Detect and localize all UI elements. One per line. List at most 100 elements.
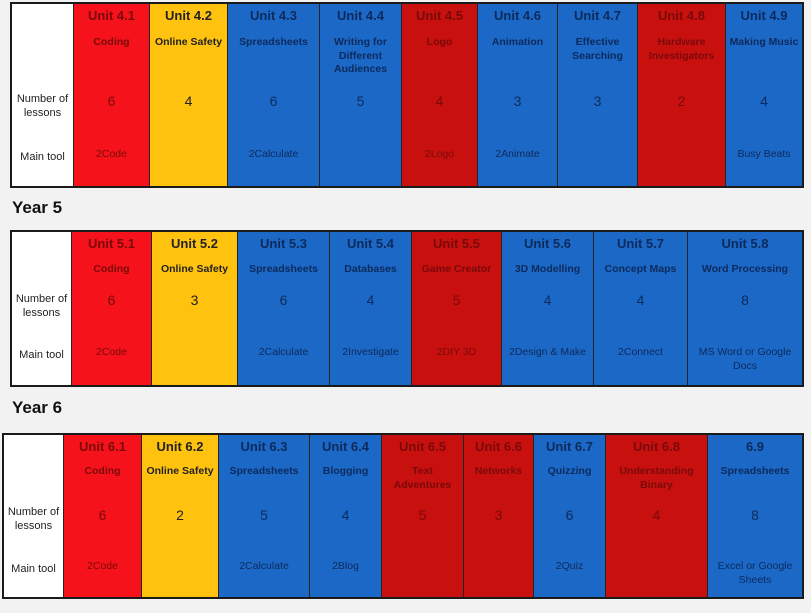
unit-number: Unit 4.9: [740, 8, 788, 23]
unit-column: Unit 4.6 Animation 3 2Animate: [478, 4, 558, 186]
unit-name: Networks: [474, 465, 523, 477]
unit-column: Unit 5.5 Game Creator 5 2DIY 3D: [412, 232, 502, 385]
unit-number: Unit 4.3: [250, 8, 297, 23]
unit-column: Unit 5.7 Concept Maps 4 2Connect: [594, 232, 688, 385]
year-heading: Year 6: [12, 398, 63, 417]
unit-number: Unit 6.3: [240, 439, 288, 454]
lesson-count: 3: [593, 93, 602, 109]
unit-number: Unit 6.2: [156, 439, 204, 454]
unit-column: Unit 5.6 3D Modelling 4 2Design & Make: [502, 232, 594, 385]
main-tool: 2Investigate: [342, 346, 399, 358]
unit-number: Unit 4.5: [416, 8, 463, 23]
unit-number: Unit 4.6: [494, 8, 541, 23]
unit-name: Understanding Binary: [619, 465, 694, 491]
main-tool: 2Code: [96, 148, 127, 160]
unit-name: Text Adventures: [393, 465, 452, 491]
unit-column: Unit 6.1 Coding 6 2Code: [64, 435, 142, 597]
unit-name: Online Safety: [146, 465, 214, 477]
unit-column: Unit 6.5 Text Adventures 5: [382, 435, 464, 597]
unit-number: Unit 4.7: [574, 8, 621, 23]
lesson-count: 6: [269, 93, 278, 109]
lesson-count: 5: [356, 93, 365, 109]
row-label: Number of lessons: [7, 506, 60, 533]
unit-table: Number of lessons Main tool Unit 5.1 Coding…: [10, 230, 804, 387]
unit-column: Unit 4.4 Writing for Different Audiences 5: [320, 4, 402, 186]
unit-column: Unit 4.9 Making Music 4 Busy Beats: [726, 4, 802, 186]
main-tool: 2Connect: [618, 346, 663, 358]
row-label: Number of lessons: [15, 293, 68, 320]
unit-column: Unit 4.3 Spreadsheets 6 2Calculate: [228, 4, 320, 186]
unit-number: Unit 5.1: [88, 236, 135, 251]
unit-name: Logo: [426, 36, 453, 48]
unit-name: Effective Searching: [572, 36, 623, 62]
unit-column: Unit 4.2 Online Safety 4: [150, 4, 228, 186]
row-label: Number of lessons: [16, 93, 69, 120]
main-tool: MS Word or Google Docs: [698, 346, 792, 372]
unit-number: Unit 5.7: [617, 236, 664, 251]
unit-column: Unit 6.8 Understanding Binary 4: [606, 435, 708, 597]
lesson-count: 4: [366, 292, 375, 308]
lesson-count: 4: [341, 507, 350, 523]
lesson-count: 6: [107, 93, 116, 109]
unit-table: Number of lessons Main tool Unit 6.1 Coding…: [2, 433, 804, 599]
unit-name: Blogging: [322, 465, 369, 477]
unit-name: Word Processing: [701, 263, 789, 275]
unit-number: Unit 5.6: [524, 236, 571, 251]
unit-name: Coding: [84, 465, 121, 477]
unit-column: Unit 5.4 Databases 4 2Investigate: [330, 232, 412, 385]
lesson-count: 4: [543, 292, 552, 308]
main-tool: 2Calculate: [239, 560, 289, 572]
main-tool: 2Design & Make: [508, 346, 587, 358]
unit-column: Unit 5.8 Word Processing 8 MS Word or Googl…: [688, 232, 802, 385]
unit-column: Unit 5.3 Spreadsheets 6 2Calculate: [238, 232, 330, 385]
lesson-count: 4: [652, 507, 661, 523]
lesson-count: 4: [636, 292, 645, 308]
unit-column: Unit 4.5 Logo 4 2Logo: [402, 4, 478, 186]
main-tool: 2Code: [96, 346, 127, 358]
unit-name: 3D Modelling: [514, 263, 581, 275]
lesson-count: 3: [494, 507, 503, 523]
unit-number: Unit 6.6: [475, 439, 522, 454]
unit-column: Unit 6.7 Quizzing 6 2Quiz: [534, 435, 606, 597]
main-tool: 2Blog: [332, 560, 359, 572]
main-tool: 2Calculate: [258, 346, 309, 358]
unit-number: Unit 5.5: [433, 236, 480, 251]
unit-name: Animation: [491, 36, 544, 48]
unit-number: 6.9: [745, 439, 765, 454]
unit-column: Unit 6.6 Networks 3: [464, 435, 534, 597]
lesson-count: 4: [760, 93, 768, 109]
main-tool: 2Animate: [495, 148, 540, 160]
unit-number: Unit 4.4: [337, 8, 384, 23]
unit-name: Databases: [344, 263, 397, 275]
unit-number: Unit 6.1: [79, 439, 126, 454]
unit-number: Unit 6.5: [399, 439, 446, 454]
unit-name: Coding: [93, 263, 130, 275]
lesson-count: 5: [260, 507, 268, 523]
unit-name: Hardware Investigators: [648, 36, 715, 62]
unit-column: Unit 4.8 Hardware Investigators 2: [638, 4, 726, 186]
unit-name: Online Safety: [154, 36, 223, 48]
unit-number: Unit 6.8: [633, 439, 680, 454]
main-tool: Excel or Google Sheets: [717, 560, 793, 586]
lesson-count: 4: [184, 93, 193, 109]
row-label: Main tool: [20, 151, 65, 163]
unit-name: Spreadsheets: [229, 465, 299, 477]
lesson-count: 3: [190, 292, 199, 308]
lesson-count: 5: [418, 507, 427, 523]
unit-name: Coding: [93, 36, 130, 48]
label-column: Number of lessons Main tool: [4, 435, 64, 597]
unit-number: Unit 4.1: [88, 8, 135, 23]
lesson-count: 6: [98, 507, 107, 523]
row-label: Main tool: [11, 563, 56, 575]
unit-number: Unit 4.8: [658, 8, 705, 23]
row-label: Main tool: [19, 349, 64, 361]
unit-column: Unit 5.2 Online Safety 3: [152, 232, 238, 385]
unit-name: Concept Maps: [604, 263, 677, 275]
lesson-count: 8: [741, 292, 749, 308]
unit-name: Spreadsheets: [239, 36, 308, 48]
unit-column: Unit 6.3 Spreadsheets 5 2Calculate: [219, 435, 310, 597]
label-column: Number of lessons Main tool: [12, 4, 74, 186]
lesson-count: 6: [565, 507, 574, 523]
unit-name: Spreadsheets: [720, 465, 790, 477]
